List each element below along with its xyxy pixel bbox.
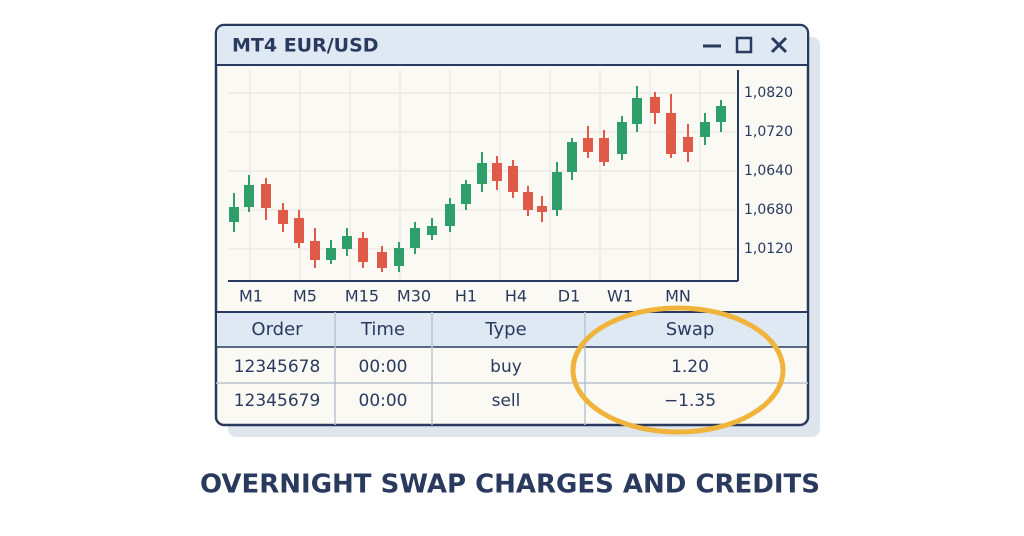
candle-body — [461, 184, 471, 204]
candle-body — [583, 138, 593, 152]
candle-body — [427, 226, 437, 235]
highlight-ellipse — [570, 305, 786, 435]
candle-body — [632, 98, 642, 124]
title-bar — [217, 26, 807, 65]
window-title: MT4 EUR/USD — [232, 35, 379, 57]
table-cell: buy — [490, 357, 522, 377]
candle-body — [310, 241, 320, 260]
candle-body — [445, 204, 455, 226]
timeframe-label: D1 — [558, 287, 581, 306]
timeframe-label: M30 — [397, 287, 431, 306]
table: Order Time Type Swap 12345678 00:00 buy 1.20 123… — [234, 319, 716, 411]
price-label: 1,0680 — [744, 202, 793, 218]
candle-body — [683, 137, 693, 152]
candle-body — [358, 238, 368, 262]
table-cell: 00:00 — [359, 357, 408, 377]
candle-body — [342, 236, 352, 249]
column-header: Order — [251, 319, 303, 340]
candle-body — [492, 163, 502, 181]
candle-body — [617, 122, 627, 154]
column-header: Type — [484, 319, 526, 340]
candle-body — [523, 192, 533, 210]
table-cell: sell — [492, 391, 521, 411]
candle-body — [229, 207, 239, 222]
candle-body — [294, 218, 304, 243]
candle-body — [537, 206, 547, 212]
candle-body — [650, 97, 660, 113]
caption: OVERNIGHT SWAP CHARGES AND CREDITS — [200, 470, 820, 500]
price-label: 1,0820 — [744, 85, 793, 101]
candle-body — [508, 166, 518, 192]
timeframe-label: H1 — [455, 287, 477, 306]
candle-body — [244, 185, 254, 207]
timeframe-label: H4 — [505, 287, 527, 306]
candle-body — [666, 113, 676, 154]
candle-body — [716, 106, 726, 122]
price-label: 1,0120 — [744, 241, 793, 257]
timeframe-label: M1 — [239, 287, 263, 306]
table-cell: 00:00 — [359, 391, 408, 411]
timeframe-label: M5 — [293, 287, 317, 306]
candle-body — [567, 142, 577, 172]
timeframe-label: M15 — [345, 287, 379, 306]
candle-body — [261, 184, 271, 208]
table-cell: 1.20 — [671, 357, 709, 377]
candle-body — [477, 163, 487, 184]
candle-body — [552, 172, 562, 210]
candle-body — [278, 210, 288, 224]
close-button[interactable] — [770, 36, 788, 54]
table-cell: 12345678 — [234, 357, 321, 377]
candle-body — [700, 122, 710, 137]
candle-body — [410, 228, 420, 248]
table-cell: 12345679 — [234, 391, 321, 411]
price-label: 1,0640 — [744, 163, 793, 179]
candle-body — [377, 252, 387, 268]
price-label: 1,0720 — [744, 124, 793, 140]
candles — [229, 86, 726, 272]
table-header-bg — [217, 312, 807, 347]
column-header: Time — [360, 319, 405, 340]
timeframe-label: MN — [665, 287, 691, 306]
candle-body — [599, 138, 609, 162]
maximize-button[interactable] — [735, 36, 753, 54]
column-header: Swap — [666, 319, 715, 340]
table-cell: −1.35 — [664, 391, 716, 411]
candle-body — [326, 248, 336, 260]
candle-body — [394, 248, 404, 266]
timeframe-label: W1 — [607, 287, 633, 306]
